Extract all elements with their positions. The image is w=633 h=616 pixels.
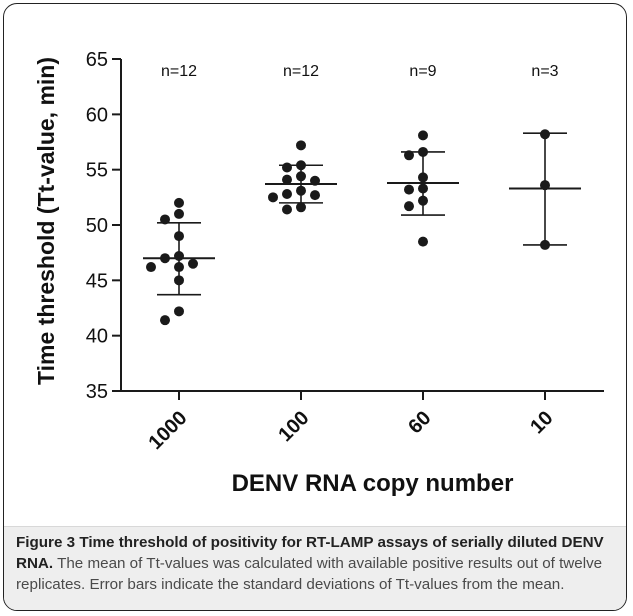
data-point-100-1 — [296, 160, 306, 171]
y-tick-label-50: 50 — [86, 215, 108, 237]
figure-caption: Figure 3 Time threshold of positivity fo… — [16, 532, 616, 595]
data-point-1000-9 — [174, 275, 184, 286]
x-tick-label-60: 60 — [404, 407, 435, 438]
n-annotation-100: n=12 — [283, 63, 319, 80]
data-point-1000-5 — [160, 253, 170, 264]
data-point-1000-1 — [174, 208, 184, 219]
y-tick-label-65: 65 — [86, 49, 108, 71]
caption-background — [4, 526, 626, 610]
n-annotation-60: n=9 — [409, 63, 436, 80]
data-point-1000-4 — [174, 250, 184, 261]
data-point-1000-0 — [174, 197, 184, 208]
data-point-100-0 — [296, 140, 306, 151]
data-point-1000-11 — [160, 315, 170, 326]
y-axis-label: Time threshold (Tt-value, min) — [33, 57, 59, 385]
data-point-100-3 — [296, 171, 306, 182]
data-point-100-10 — [296, 202, 306, 213]
data-point-60-5 — [404, 184, 414, 195]
data-point-60-2 — [404, 150, 414, 161]
y-tick-label-55: 55 — [86, 160, 108, 182]
caption-body: The mean of Tt-values was calculated wit… — [16, 555, 603, 593]
caption-title-text: Time threshold of positivity for RT-LAMP… — [16, 534, 604, 572]
data-point-100-4 — [282, 174, 292, 185]
data-point-60-3 — [418, 172, 428, 183]
data-point-100-2 — [282, 162, 292, 173]
data-point-100-5 — [310, 175, 320, 186]
y-tick-label-45: 45 — [86, 270, 108, 292]
data-point-10-0 — [540, 129, 550, 140]
data-point-1000-8 — [146, 262, 156, 273]
data-point-60-0 — [418, 130, 428, 141]
n-annotation-10: n=3 — [531, 63, 558, 80]
x-tick-label-1000: 1000 — [145, 407, 192, 454]
data-point-60-7 — [404, 201, 414, 212]
x-tick-label-10: 10 — [526, 407, 557, 438]
data-point-1000-3 — [174, 231, 184, 242]
x-axis-label: DENV RNA copy number — [232, 470, 514, 497]
chart: 35 40 45 50 55 60 65 1000 100 60 10 Time threshold … — [33, 49, 604, 497]
data-point-1000-6 — [188, 258, 198, 269]
data-point-60-4 — [418, 183, 428, 194]
data-point-1000-2 — [160, 214, 170, 225]
data-point-1000-10 — [174, 306, 184, 317]
figure-frame: 35 40 45 50 55 60 65 1000 100 60 10 Time threshold … — [3, 3, 627, 611]
y-tick-label-40: 40 — [86, 326, 108, 348]
data-point-60-6 — [418, 195, 428, 206]
data-point-10-2 — [540, 239, 550, 250]
y-tick-label-60: 60 — [86, 104, 108, 126]
caption-title: Figure 3 Time threshold of positivity fo… — [16, 534, 604, 572]
data-point-100-9 — [268, 192, 278, 203]
data-point-1000-7 — [174, 262, 184, 273]
x-tick-label-100: 100 — [274, 407, 313, 446]
y-tick-label-35: 35 — [86, 381, 108, 403]
data-point-100-11 — [282, 204, 292, 215]
data-point-100-8 — [310, 190, 320, 201]
data-point-60-1 — [418, 146, 428, 157]
caption-figure-label: Figure 3 — [16, 534, 76, 551]
data-point-100-7 — [282, 189, 292, 200]
data-point-60-8 — [418, 236, 428, 247]
data-point-10-1 — [540, 180, 550, 191]
data-point-100-6 — [296, 185, 306, 196]
n-annotation-1000: n=12 — [161, 63, 197, 80]
